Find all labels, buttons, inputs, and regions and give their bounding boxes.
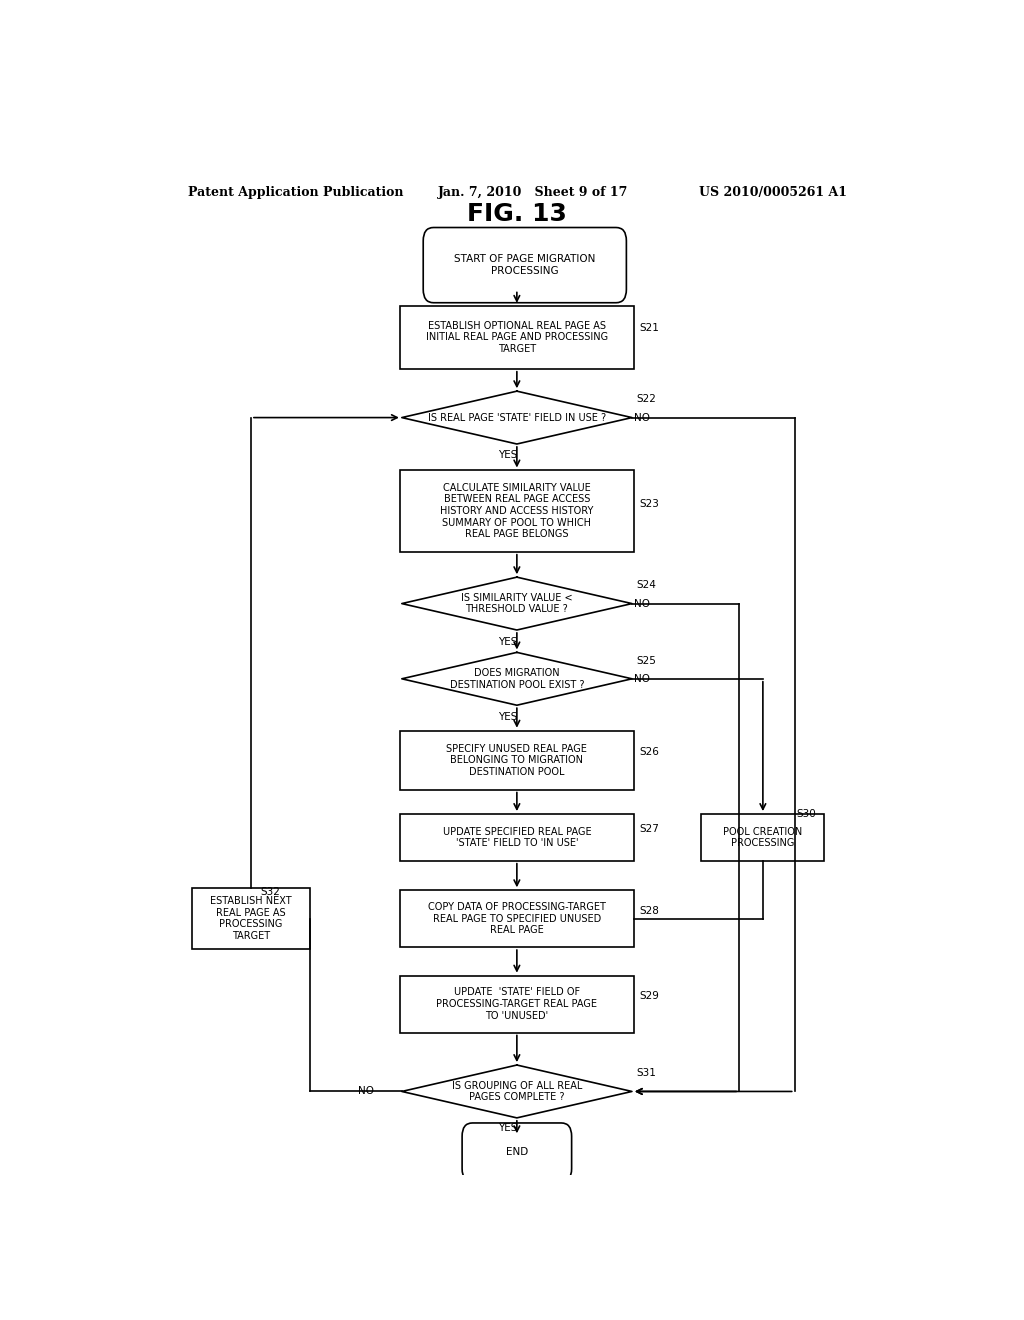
Text: S32: S32 (260, 887, 281, 898)
Text: END: END (506, 1147, 528, 1158)
Text: S30: S30 (797, 809, 816, 818)
Text: NO: NO (358, 1086, 374, 1097)
Text: US 2010/0005261 A1: US 2010/0005261 A1 (699, 186, 848, 199)
Bar (399, 731, 634, 789)
Polygon shape (401, 652, 632, 705)
Text: IS GROUPING OF ALL REAL
PAGES COMPLETE ?: IS GROUPING OF ALL REAL PAGES COMPLETE ? (452, 1081, 582, 1102)
Text: ESTABLISH OPTIONAL REAL PAGE AS
INITIAL REAL PAGE AND PROCESSING
TARGET: ESTABLISH OPTIONAL REAL PAGE AS INITIAL … (426, 321, 608, 354)
Polygon shape (401, 391, 632, 444)
Text: S29: S29 (640, 991, 659, 1001)
Text: YES: YES (498, 1123, 517, 1133)
Text: S28: S28 (640, 906, 659, 916)
Polygon shape (401, 1065, 632, 1118)
Text: CALCULATE SIMILARITY VALUE
BETWEEN REAL PAGE ACCESS
HISTORY AND ACCESS HISTORY
S: CALCULATE SIMILARITY VALUE BETWEEN REAL … (440, 483, 594, 540)
Text: POOL CREATION
PROCESSING: POOL CREATION PROCESSING (723, 826, 803, 849)
Text: Patent Application Publication: Patent Application Publication (187, 186, 403, 199)
Text: S24: S24 (636, 581, 655, 590)
Text: Jan. 7, 2010   Sheet 9 of 17: Jan. 7, 2010 Sheet 9 of 17 (437, 186, 628, 199)
Text: YES: YES (498, 450, 517, 461)
Text: ESTABLISH NEXT
REAL PAGE AS
PROCESSING
TARGET: ESTABLISH NEXT REAL PAGE AS PROCESSING T… (210, 896, 292, 941)
FancyBboxPatch shape (423, 227, 627, 302)
Text: S25: S25 (636, 656, 655, 665)
Bar (399, 975, 634, 1032)
Text: START OF PAGE MIGRATION
PROCESSING: START OF PAGE MIGRATION PROCESSING (454, 255, 596, 276)
Text: YES: YES (498, 713, 517, 722)
Bar (399, 890, 634, 948)
Text: S23: S23 (640, 499, 659, 510)
Bar (193, 888, 309, 949)
Text: NO: NO (634, 598, 650, 609)
Text: S21: S21 (640, 323, 659, 333)
FancyBboxPatch shape (462, 1123, 571, 1181)
Text: FIG. 13: FIG. 13 (467, 202, 567, 226)
Text: IS SIMILARITY VALUE <
THRESHOLD VALUE ?: IS SIMILARITY VALUE < THRESHOLD VALUE ? (461, 593, 572, 614)
Text: YES: YES (498, 638, 517, 647)
Bar (399, 470, 634, 552)
Text: DOES MIGRATION
DESTINATION POOL EXIST ?: DOES MIGRATION DESTINATION POOL EXIST ? (450, 668, 584, 689)
Text: COPY DATA OF PROCESSING-TARGET
REAL PAGE TO SPECIFIED UNUSED
REAL PAGE: COPY DATA OF PROCESSING-TARGET REAL PAGE… (428, 902, 606, 936)
Bar (399, 306, 634, 368)
Text: NO: NO (634, 413, 650, 422)
Bar (399, 814, 634, 861)
Text: S31: S31 (636, 1068, 655, 1078)
Text: S22: S22 (636, 395, 655, 404)
Bar (701, 814, 824, 861)
Text: S26: S26 (640, 747, 659, 756)
Polygon shape (401, 577, 632, 630)
Text: NO: NO (634, 673, 650, 684)
Text: UPDATE  'STATE' FIELD OF
PROCESSING-TARGET REAL PAGE
TO 'UNUSED': UPDATE 'STATE' FIELD OF PROCESSING-TARGE… (436, 987, 597, 1020)
Text: UPDATE SPECIFIED REAL PAGE
'STATE' FIELD TO 'IN USE': UPDATE SPECIFIED REAL PAGE 'STATE' FIELD… (442, 826, 591, 849)
Text: IS REAL PAGE 'STATE' FIELD IN USE ?: IS REAL PAGE 'STATE' FIELD IN USE ? (428, 413, 606, 422)
Text: S27: S27 (640, 824, 659, 834)
Text: SPECIFY UNUSED REAL PAGE
BELONGING TO MIGRATION
DESTINATION POOL: SPECIFY UNUSED REAL PAGE BELONGING TO MI… (446, 743, 588, 776)
